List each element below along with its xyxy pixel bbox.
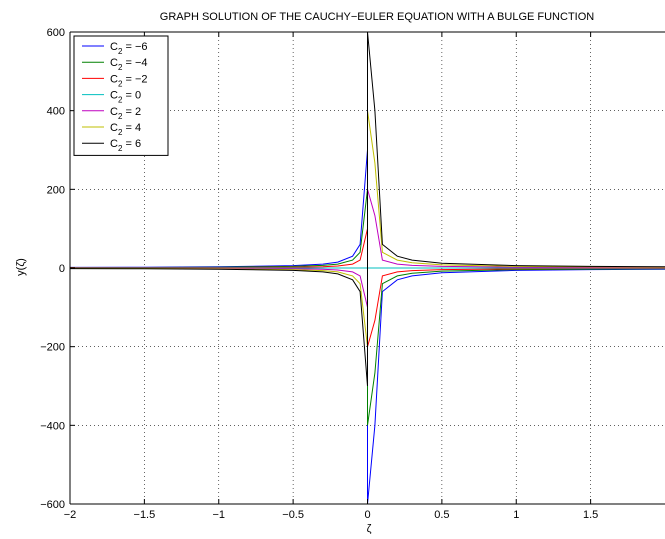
- x-tick-label: −1: [212, 509, 225, 521]
- x-tick-label: 1: [513, 509, 519, 521]
- x-axis-label: ζ: [367, 523, 372, 535]
- x-tick-label: 0.5: [434, 509, 449, 521]
- series-line-6: [69, 31, 665, 387]
- legend-item-4: C2 = 2: [82, 106, 141, 121]
- y-tick-label: −600: [40, 499, 65, 511]
- chart-title: GRAPH SOLUTION OF THE CAUCHY−EULER EQUAT…: [160, 11, 595, 23]
- series-path: [69, 31, 665, 387]
- x-tick-label: −2: [64, 509, 77, 521]
- y-tick-label: −200: [40, 342, 65, 354]
- legend-label: C2 = 2: [110, 106, 141, 121]
- legend-label: C2 = 6: [110, 138, 141, 153]
- x-tick-label: 0: [364, 509, 370, 521]
- legend-item-6: C2 = 6: [82, 138, 141, 153]
- y-axis-label: y(ζ): [15, 258, 27, 276]
- x-tick-label: −0.5: [282, 509, 304, 521]
- legend-label: C2 = −2: [110, 73, 147, 88]
- legend-label: C2 = 0: [110, 90, 141, 105]
- legend: C2 = −6C2 = −4C2 = −2 C2 = 0C2 = 2C2 = 4C…: [73, 35, 169, 156]
- legend-label: C2 = −4: [110, 57, 147, 72]
- legend-item-1: C2 = −4: [82, 57, 147, 72]
- y-tick-label: −400: [40, 420, 65, 432]
- x-tick-label: 1.5: [583, 509, 598, 521]
- legend-item-2: C2 = −2: [82, 73, 147, 88]
- legend-item-5: C2 = 4: [82, 122, 141, 137]
- legend-item-3: C2 = 0: [82, 90, 141, 105]
- y-tick-label: 600: [47, 27, 65, 39]
- y-tick-label: 400: [47, 106, 65, 118]
- x-tick-label: −1.5: [134, 509, 156, 521]
- legend-box: [73, 35, 169, 156]
- plot-area: −2 −1.5 −1 −0.5 0 0.5 1 1.5 −600 −400 −200 0 200 400 6…: [40, 27, 665, 521]
- legend-label: C2 = −6: [110, 41, 147, 56]
- legend-label: C2 = 4: [110, 122, 141, 137]
- legend-item-0: C2 = −6: [82, 41, 147, 56]
- y-tick-label: 0: [59, 263, 65, 275]
- y-tick-label: 200: [47, 184, 65, 196]
